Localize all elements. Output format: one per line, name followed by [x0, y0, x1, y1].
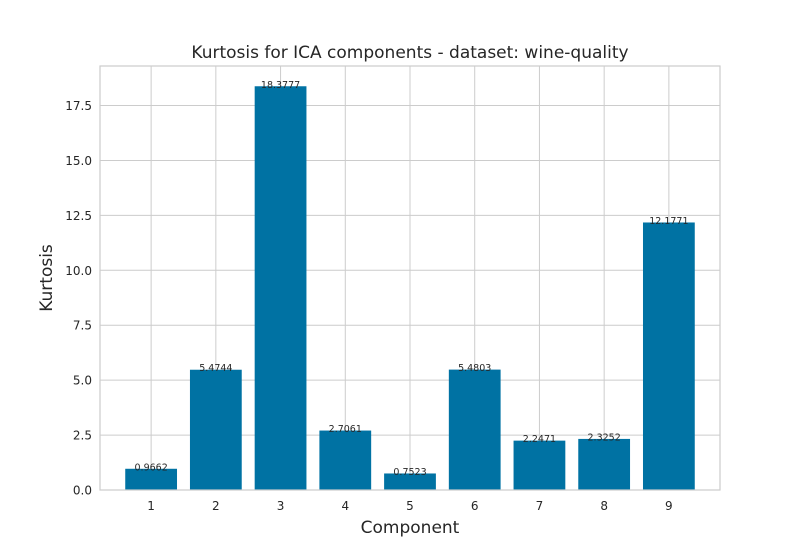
- y-ticks: 0.0 2.5 5.0 7.5 10.0 12.5 15.0 17.5: [65, 99, 92, 497]
- bar-component-5: [384, 473, 436, 490]
- bar-value-label: 0.7523: [393, 467, 426, 478]
- x-tick-label: 2: [212, 499, 220, 513]
- x-tick-label: 5: [406, 499, 414, 513]
- bar-component-1: [125, 468, 178, 490]
- bar-value-label: 12.1771: [649, 216, 688, 227]
- bar-value-label: 18.3777: [261, 80, 300, 91]
- y-tick-label: 17.5: [65, 99, 92, 113]
- bar-value-label: 2.7061: [329, 424, 362, 435]
- x-tick-label: 4: [341, 499, 349, 513]
- x-tick-label: 9: [665, 499, 673, 513]
- bar-component-7: [513, 440, 566, 490]
- data-labels: 0.9662 5.4744 18.3777 2.7061 0.7523 5.4803 2.2…: [135, 80, 689, 478]
- y-tick-label: 0.0: [73, 484, 92, 498]
- bar-component-2: [189, 369, 242, 490]
- bar-value-label: 2.2471: [523, 434, 556, 445]
- y-tick-label: 15.0: [65, 154, 92, 168]
- x-tick-label: 1: [147, 499, 155, 513]
- bar-component-4: [319, 430, 372, 490]
- y-tick-label: 7.5: [73, 319, 92, 333]
- y-tick-label: 5.0: [73, 374, 92, 388]
- x-tick-label: 3: [277, 499, 285, 513]
- bar-value-label: 5.4744: [199, 363, 232, 374]
- x-axis-label: Component: [361, 518, 460, 538]
- y-tick-label: 2.5: [73, 429, 92, 443]
- bars: [125, 86, 695, 490]
- plot-frame: [99, 65, 721, 491]
- y-tick-label: 10.0: [65, 264, 92, 278]
- x-tick-label: 7: [536, 499, 544, 513]
- y-axis-label: Kurtosis: [37, 244, 57, 312]
- x-tick-label: 6: [471, 499, 479, 513]
- x-tick-label: 8: [600, 499, 608, 513]
- bar-value-label: 2.3252: [588, 432, 621, 443]
- chart-title: Kurtosis for ICA components - dataset: w…: [191, 43, 628, 63]
- y-tick-label: 12.5: [65, 209, 92, 223]
- bar-component-3: [254, 86, 307, 490]
- bar-value-label: 0.9662: [135, 462, 168, 473]
- bar-component-8: [578, 438, 631, 490]
- bar-component-9: [642, 222, 695, 490]
- x-ticks: 1 2 3 4 5 6 7 8 9: [147, 499, 672, 513]
- bar-value-label: 5.4803: [458, 363, 491, 374]
- bar-component-6: [448, 369, 501, 490]
